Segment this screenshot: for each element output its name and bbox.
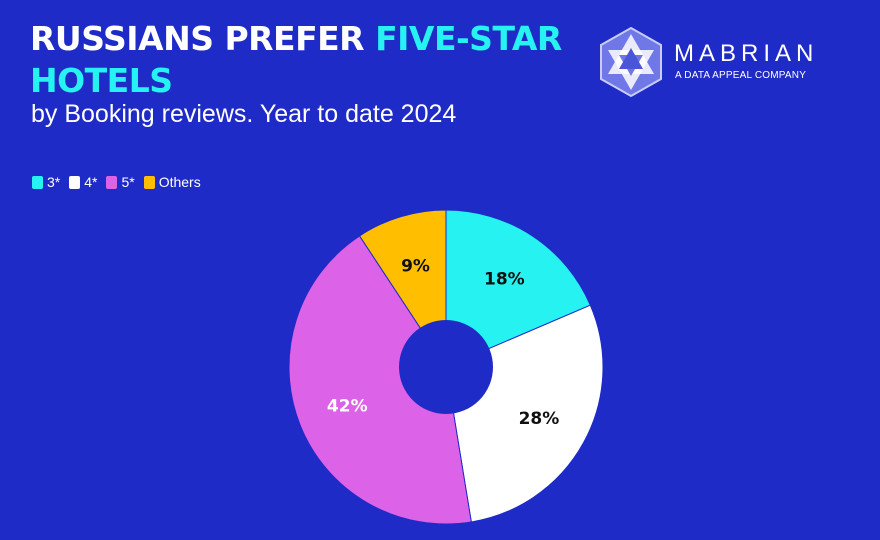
legend-label: 5* [121, 174, 135, 190]
slice-label: 18% [484, 270, 525, 290]
mabrian-logo: MABRIAN A DATA APPEAL COMPANY [598, 26, 838, 98]
legend-item: 3* [32, 174, 60, 190]
slice-label: 42% [327, 397, 368, 417]
logo-tagline: A DATA APPEAL COMPANY [675, 70, 807, 81]
legend-swatch [32, 175, 43, 189]
legend-swatch [69, 175, 81, 189]
slice-label: 28% [519, 409, 560, 429]
pie-slice-5star [288, 235, 472, 525]
title-part1: RUSSIANS PREFER [30, 19, 376, 58]
legend-swatch [106, 175, 118, 189]
legend-item: 4* [69, 174, 97, 190]
chart-subtitle: by Booking reviews. Year to date 2024 [31, 100, 457, 128]
logo-name: MABRIAN [674, 40, 819, 67]
title-accent: FIVE-STAR [375, 19, 562, 58]
legend-label: 4* [84, 174, 98, 190]
legend-item: Others [143, 174, 201, 190]
legend-label: Others [158, 174, 201, 190]
slice-label: 9% [401, 256, 430, 276]
hexagon-star-icon [600, 26, 662, 98]
legend-swatch [143, 175, 155, 189]
legend-item: 5* [106, 174, 135, 190]
title-part2: HOTELS [30, 61, 173, 100]
pie-slice-3star [445, 209, 591, 368]
chart-title: RUSSIANS PREFER FIVE-STAR HOTELS [30, 18, 590, 102]
chart-legend: 3* 4* 5* Others [32, 174, 201, 190]
donut-hole [399, 320, 493, 414]
legend-label: 3* [47, 174, 61, 190]
